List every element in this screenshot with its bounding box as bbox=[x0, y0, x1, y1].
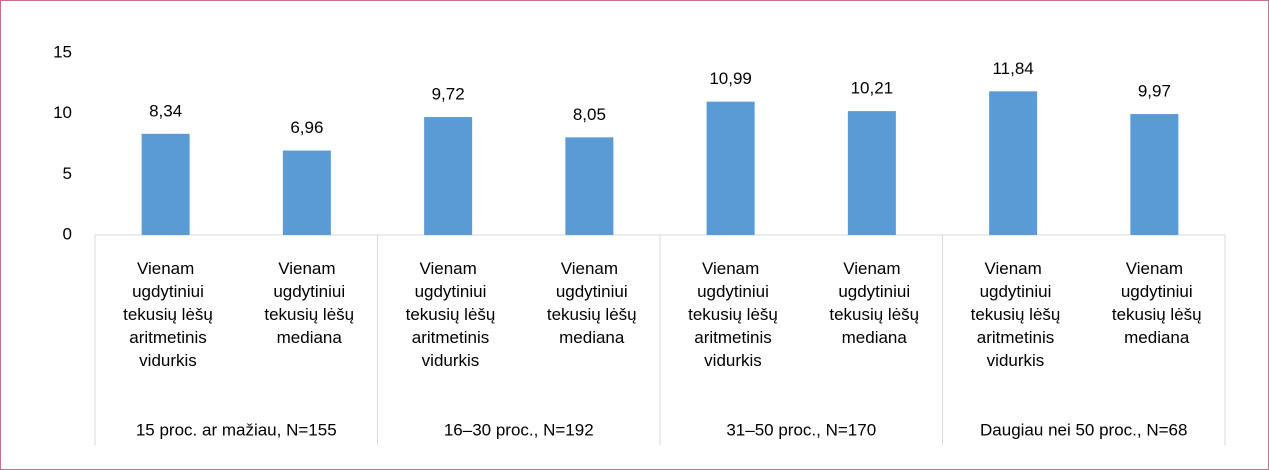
bar bbox=[989, 91, 1038, 235]
group-label: Daugiau nei 50 proc., N=68 bbox=[980, 420, 1187, 439]
x-tick-label: Vienam ugdytiniui tekusių lėšų aritmetin… bbox=[118, 259, 213, 370]
data-label: 8,34 bbox=[149, 101, 182, 120]
bar bbox=[706, 101, 755, 235]
data-label: 9,72 bbox=[432, 85, 465, 104]
data-label: 11,84 bbox=[992, 59, 1033, 78]
bar bbox=[565, 137, 614, 235]
data-label: 10,21 bbox=[851, 79, 894, 98]
data-label: 10,99 bbox=[709, 69, 752, 88]
group-label: 16–30 proc., N=192 bbox=[444, 420, 594, 439]
y-tick-label: 15 bbox=[53, 42, 72, 61]
bar bbox=[424, 117, 473, 235]
x-tick-label: Vienam ugdytiniui tekusių lėšų mediana bbox=[1107, 259, 1202, 347]
x-tick-label: Vienam ugdytiniui tekusių lėšų aritmetin… bbox=[683, 259, 778, 370]
bar bbox=[1130, 114, 1179, 235]
x-tick-label: Vienam ugdytiniui tekusių lėšų aritmetin… bbox=[966, 259, 1061, 370]
y-tick-label: 10 bbox=[53, 103, 72, 122]
y-tick-label: 0 bbox=[63, 224, 72, 243]
bar bbox=[282, 150, 331, 235]
group-label: 15 proc. ar mažiau, N=155 bbox=[136, 420, 337, 439]
bar bbox=[141, 133, 190, 235]
x-tick-label: Vienam ugdytiniui tekusių lėšų mediana bbox=[825, 259, 920, 347]
data-label: 9,97 bbox=[1138, 82, 1171, 101]
data-label: 8,05 bbox=[573, 105, 606, 124]
data-label: 6,96 bbox=[290, 118, 323, 137]
x-tick-label: Vienam ugdytiniui tekusių lėšų mediana bbox=[260, 259, 355, 347]
bar bbox=[847, 111, 896, 235]
y-tick-label: 5 bbox=[63, 164, 72, 183]
x-tick-label: Vienam ugdytiniui tekusių lėšų mediana bbox=[542, 259, 637, 347]
x-tick-label: Vienam ugdytiniui tekusių lėšų aritmetin… bbox=[401, 259, 496, 370]
group-label: 31–50 proc., N=170 bbox=[726, 420, 876, 439]
